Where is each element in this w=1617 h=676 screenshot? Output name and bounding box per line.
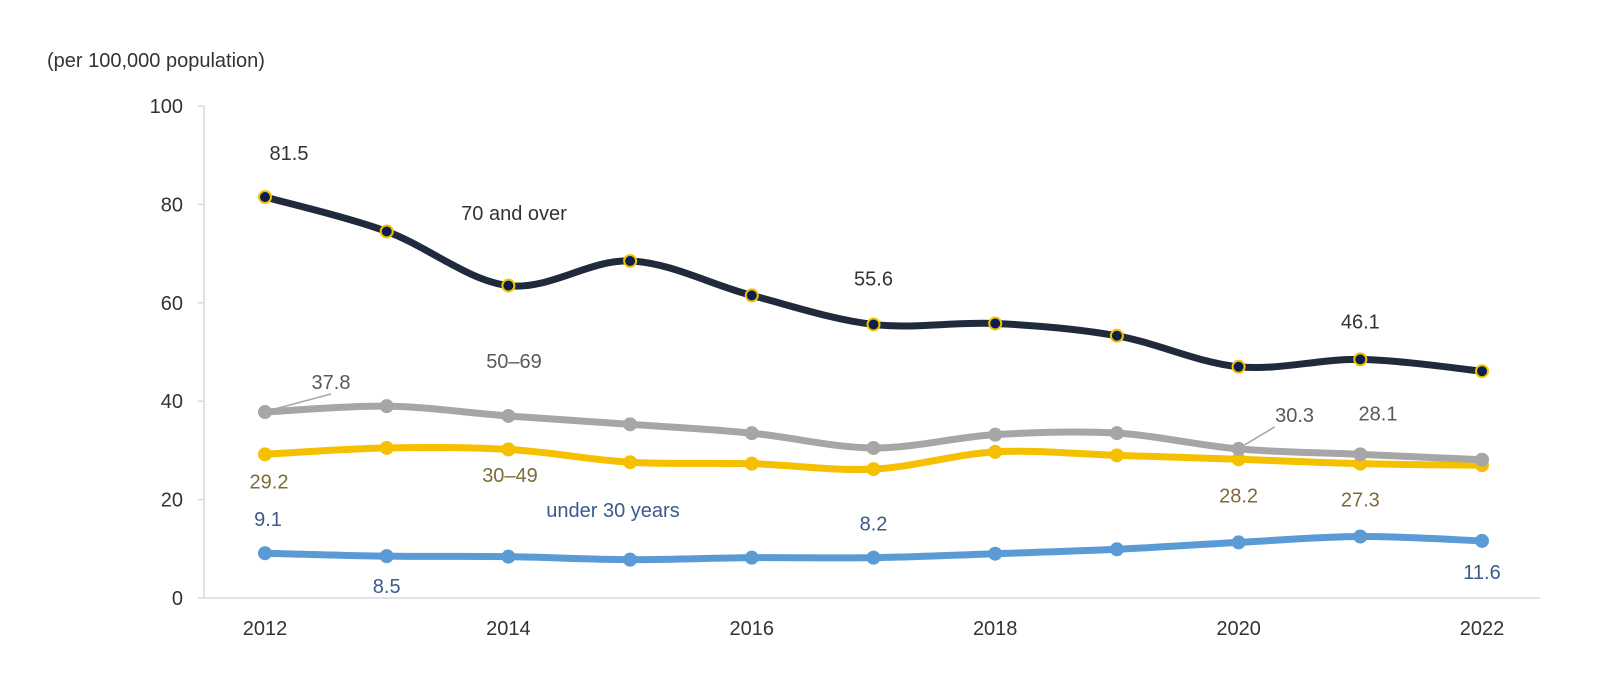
data-point (1353, 352, 1368, 367)
data-point (1475, 364, 1489, 379)
data-point (258, 447, 272, 462)
data-label: 28.1 (1359, 404, 1398, 426)
data-point (866, 550, 881, 565)
data-label: 11.6 (1463, 562, 1500, 584)
data-point (1475, 533, 1489, 548)
data-point (379, 549, 394, 564)
data-point (988, 444, 1003, 459)
leader-line (1244, 426, 1275, 446)
data-point (988, 427, 1003, 442)
data-label: 30.3 (1275, 405, 1314, 427)
data-point (744, 456, 759, 471)
data-point (258, 190, 272, 205)
data-point (379, 224, 394, 239)
data-point (1353, 529, 1368, 544)
series-70-and-over (258, 190, 1489, 379)
data-point (501, 408, 516, 423)
series-name-under-30-years: under 30 years (546, 500, 679, 522)
data-point (501, 278, 516, 293)
series-name-50-69: 50–69 (486, 351, 542, 373)
data-point (1109, 448, 1124, 463)
data-point (623, 455, 638, 470)
data-point (744, 550, 759, 565)
data-point (623, 552, 638, 567)
x-tick-label: 2018 (973, 618, 1018, 640)
data-point (988, 316, 1003, 331)
y-tick-label: 40 (161, 391, 183, 413)
data-point (744, 426, 759, 441)
data-point (501, 442, 516, 457)
data-point (866, 440, 881, 455)
labels-layer: 70 and over 50–69 30–49 under 30 years 81.5 5… (250, 143, 1501, 598)
data-label: 29.2 (250, 471, 289, 493)
data-point (988, 546, 1003, 561)
data-point (1231, 441, 1246, 456)
data-label: 9.1 (254, 509, 282, 531)
data-point (623, 417, 638, 432)
data-label: 8.5 (373, 576, 401, 598)
y-tick-label: 60 (161, 293, 183, 315)
data-label: 81.5 (270, 143, 309, 165)
x-tick-label: 2016 (730, 618, 775, 640)
x-tick-label: 2022 (1460, 618, 1505, 640)
data-point (744, 288, 759, 303)
series-name-30-49: 30–49 (482, 465, 538, 487)
x-tick-label: 2020 (1216, 618, 1261, 640)
data-point (379, 440, 394, 455)
data-point (1353, 447, 1368, 462)
series-50-69 (258, 399, 1489, 467)
x-tick-label: 2014 (486, 618, 531, 640)
data-point (501, 549, 516, 564)
data-label: 8.2 (860, 514, 888, 536)
data-label: 27.3 (1341, 490, 1380, 512)
series-layer (258, 190, 1489, 567)
x-tick-label: 2012 (243, 618, 288, 640)
y-tick-label: 0 (172, 588, 183, 610)
data-point (1109, 542, 1124, 557)
series-name-70-and-over: 70 and over (461, 203, 567, 225)
data-label: 55.6 (854, 268, 893, 290)
y-tick-label: 80 (161, 194, 183, 216)
data-point (1231, 535, 1246, 550)
data-point (866, 462, 881, 477)
axes: 0 20 40 60 80 100 2012 2014 2016 2018 2020 2022 (150, 96, 1540, 640)
data-point (1109, 328, 1124, 343)
data-point (866, 317, 881, 332)
leader-line (270, 393, 332, 411)
series-under-30-years (258, 529, 1489, 567)
data-label: 28.2 (1219, 485, 1258, 507)
y-tick-label: 100 (150, 96, 183, 118)
data-point (1109, 426, 1124, 441)
data-point (1231, 359, 1246, 374)
data-point (623, 253, 638, 268)
y-tick-label: 20 (161, 490, 183, 512)
data-label: 37.8 (312, 372, 351, 394)
data-point (258, 546, 272, 561)
data-point (1475, 452, 1489, 467)
y-unit-label: (per 100,000 population) (47, 50, 265, 72)
data-point (379, 399, 394, 414)
data-label: 46.1 (1341, 311, 1380, 333)
series-30-49 (258, 440, 1489, 477)
data-point (258, 405, 272, 420)
